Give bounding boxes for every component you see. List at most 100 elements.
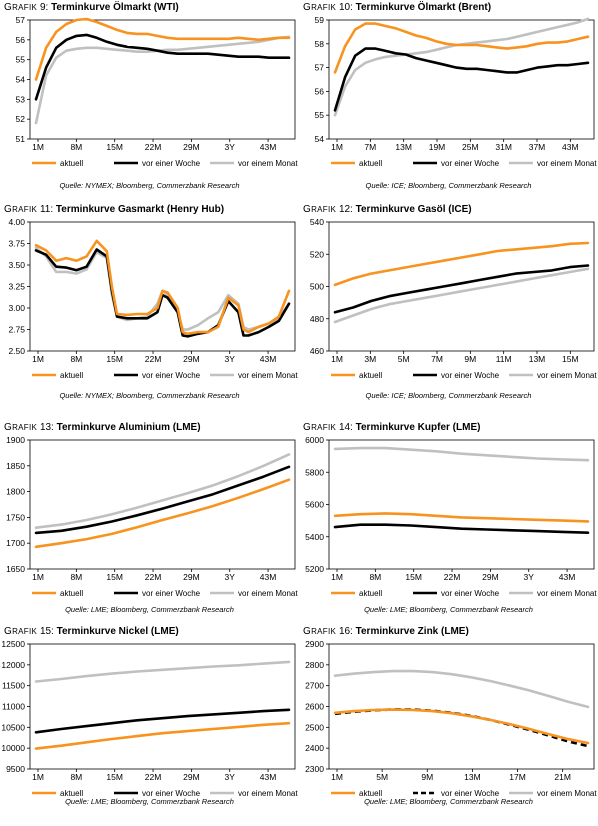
y-tick-label: 2700 [305,681,324,691]
series-line-2 [34,35,291,125]
legend-label: vor einem Monat [537,371,597,380]
x-tick-label: 1M [32,142,44,152]
plot-area [328,221,595,352]
line-chart: 1650 1700 1750 1800 1850 1900 1M 8M 15M 22M 29M 3Y 4… [6,435,298,598]
x-tick-label: 43M [260,354,277,364]
x-tick-label: 22M [145,572,162,582]
y-tick-label: 3.50 [8,260,25,270]
plot-area [328,643,595,770]
y-tick-label: 2500 [305,722,324,732]
chart-panel-kupfer: GRAFIK 14: Terminkurve Kupfer (LME) 5200… [299,420,598,622]
y-tick-label: 5400 [305,532,324,542]
legend-label: vor einem Monat [537,589,597,598]
legend-label: vor einer Woche [441,789,500,798]
x-tick-label: 8M [70,142,82,152]
legend-label: aktuell [359,371,382,380]
series-line-1 [34,708,291,734]
x-tick-label: 8M [70,572,82,582]
x-tick-label: 8M [369,572,381,582]
x-tick-label: 15M [106,572,123,582]
legend-label: aktuell [359,159,382,168]
y-tick-label: 51 [16,134,26,144]
y-tick-label: 6000 [305,435,324,445]
legend-label: vor einer Woche [441,159,500,168]
line-chart: 9500 10000 10500 11000 11500 12000 12500 1M 8M 15… [1,639,298,798]
y-tick-label: 12500 [1,639,25,649]
x-tick-label: 3Y [225,572,236,582]
x-tick-label: 22M [145,772,162,782]
series-line-0 [333,512,590,523]
series-line-0 [333,708,590,745]
y-tick-label: 500 [310,282,324,292]
legend-label: vor einer Woche [142,371,201,380]
series-line-2 [333,446,590,462]
x-tick-label: 1M [32,354,44,364]
y-tick-label: 540 [310,217,324,227]
x-tick-label: 19M [429,142,446,152]
x-tick-label: 5M [398,354,410,364]
y-tick-label: 2.50 [8,346,25,356]
series-line-2 [333,267,590,324]
y-tick-label: 5600 [305,500,324,510]
chart-panel-zink: GRAFIK 16: Terminkurve Zink (LME) 2300 24… [299,624,598,826]
line-chart: 5200 5400 5600 5800 6000 1M 8M 15M 22M 29M 3Y 43M ak… [305,435,597,598]
x-tick-label: 29M [183,354,200,364]
y-tick-label: 5200 [305,564,324,574]
y-tick-label: 2.75 [8,325,25,335]
x-tick-label: 3Y [524,572,535,582]
source-note: Quelle: NYMEX; Bloomberg, Commerzbank Re… [59,391,240,400]
y-tick-label: 480 [310,314,324,324]
y-tick-label: 56 [315,86,325,96]
x-tick-label: 7M [431,354,443,364]
chart-panel-henry-hub: GRAFIK 11: Terminkurve Gasmarkt (Henry H… [0,202,299,404]
y-tick-label: 53 [16,94,26,104]
y-tick-label: 58 [315,39,325,49]
y-tick-label: 460 [310,346,324,356]
x-tick-label: 1M [32,572,44,582]
line-chart: 51 52 53 54 55 56 57 1M 8M 15M 22M 29M 3Y 43M aktuell v… [16,15,299,168]
chart-title: GRAFIK 14: Terminkurve Kupfer (LME) [303,422,481,433]
y-tick-label: 54 [315,134,325,144]
x-tick-label: 25M [462,142,479,152]
x-tick-label: 3M [364,354,376,364]
source-note: Quelle: ICE; Bloomberg, Commerzbank Rese… [365,391,532,400]
chart-panel-gasoel: GRAFIK 12: Terminkurve Gasöl (ICE) 460 48… [299,202,598,404]
legend-label: vor einer Woche [142,589,201,598]
plot-area [29,643,296,770]
legend-label: vor einer Woche [441,589,500,598]
legend-label: vor einem Monat [537,789,597,798]
series-line-0 [34,239,291,336]
y-tick-label: 1700 [6,538,25,548]
legend-label: vor einer Woche [142,159,201,168]
y-tick-label: 59 [315,15,325,25]
x-tick-label: 22M [145,142,162,152]
y-tick-label: 1850 [6,461,25,471]
legend-label: aktuell [60,789,83,798]
x-tick-label: 29M [482,572,499,582]
source-note: Quelle: NYMEX; Bloomberg, Commerzbank Re… [59,181,240,190]
chart-panel-aluminium: GRAFIK 13: Terminkurve Aluminium (LME) 1… [0,420,299,622]
series-line-2 [34,660,291,683]
y-tick-label: 5800 [305,467,324,477]
series-line-0 [333,22,590,74]
x-tick-label: 1M [331,142,343,152]
series-line-1 [34,465,291,535]
x-tick-label: 29M [183,772,200,782]
x-tick-label: 43M [260,772,277,782]
y-tick-label: 1900 [6,435,25,445]
y-tick-label: 57 [315,63,325,73]
x-tick-label: 8M [70,354,82,364]
y-tick-label: 52 [16,114,26,124]
x-tick-label: 15M [405,572,422,582]
legend-label: aktuell [60,159,83,168]
y-tick-label: 3.00 [8,303,25,313]
source-note: Quelle: LME; Bloomberg, Commerzbank Rese… [364,605,533,614]
chart-panel-brent: GRAFIK 10: Terminkurve Ölmarkt (Brent) 5… [299,0,598,202]
plot-area [29,439,296,570]
legend-label: vor einer Woche [441,371,500,380]
y-tick-label: 3.25 [8,282,25,292]
y-tick-label: 9500 [6,764,25,774]
x-tick-label: 22M [444,572,461,582]
chart-title: GRAFIK 12: Terminkurve Gasöl (ICE) [303,204,472,215]
chart-title: GRAFIK 15: Terminkurve Nickel (LME) [4,626,179,637]
